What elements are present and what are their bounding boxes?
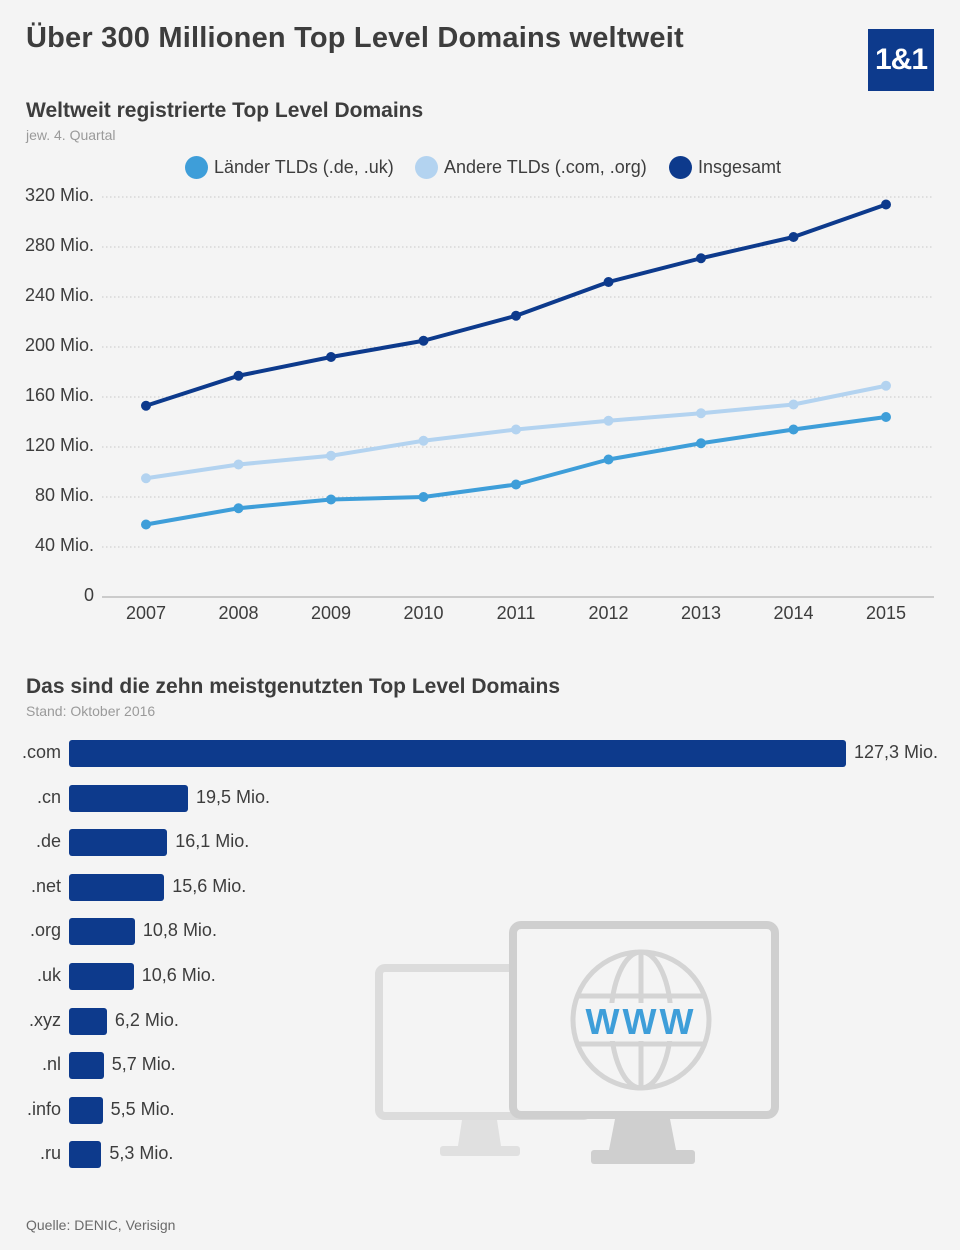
series-line [145, 202, 887, 408]
bar [69, 918, 135, 946]
bar-category-label: .cn [36, 786, 61, 807]
data-point [603, 454, 614, 465]
front-monitor-stand-icon [609, 1119, 676, 1150]
data-point [141, 519, 151, 530]
data-point [788, 399, 799, 410]
x-tick-label: 2012 [588, 603, 629, 623]
bar-value-label: 127,3 Mio. [854, 742, 939, 762]
data-point [326, 494, 336, 505]
data-point [511, 479, 521, 490]
legend-label: Andere TLDs (.com, .org) [444, 156, 647, 177]
bar-value-label: 19,5 Mio. [196, 786, 271, 807]
x-tick-label: 2007 [125, 603, 167, 623]
bar-category-label: .org [29, 920, 61, 941]
bar-category-label: .info [26, 1098, 61, 1119]
y-tick-label: 120 Mio. [24, 435, 94, 455]
data-point [603, 277, 614, 287]
bar-category-label: .com [21, 742, 61, 762]
y-tick-label: 200 Mio. [24, 335, 94, 355]
line-chart-subtitle: jew. 4. Quartal [26, 127, 116, 143]
bar [69, 784, 189, 812]
front-monitor-base-icon [591, 1150, 695, 1164]
legend-item: Andere TLDs (.com, .org) [415, 155, 647, 179]
back-monitor-base-icon [440, 1146, 520, 1156]
data-point [788, 232, 799, 242]
data-point [696, 438, 706, 449]
bar [69, 1141, 102, 1169]
legend-swatch [669, 155, 692, 179]
y-tick-label: 40 Mio. [34, 535, 94, 555]
data-point [141, 400, 151, 411]
data-point [696, 408, 706, 419]
bar-category-label: .ru [39, 1143, 61, 1164]
bar [69, 873, 165, 901]
bar [69, 740, 846, 767]
www-label: WWW [585, 1001, 697, 1042]
line-chart [102, 196, 934, 598]
bar [69, 1096, 103, 1124]
legend-item: Länder TLDs (.de, .uk) [185, 155, 394, 179]
y-tick-label: 80 Mio. [34, 485, 94, 505]
legend-swatch [185, 155, 208, 179]
x-tick-label: 2010 [403, 603, 444, 623]
bar-category-label: .nl [41, 1054, 61, 1075]
data-point [881, 380, 891, 391]
data-point [233, 370, 244, 381]
x-tick-label: 2011 [496, 603, 536, 623]
data-point [326, 450, 336, 461]
data-point [696, 253, 706, 264]
back-monitor-stand-icon [458, 1120, 501, 1146]
y-tick-label: 0 [83, 585, 94, 605]
data-point [881, 199, 891, 210]
bar-category-label: .de [35, 831, 61, 852]
page-title: Über 300 Millionen Top Level Domains wel… [26, 22, 684, 54]
x-tick-label: 2013 [680, 603, 722, 623]
back-monitor-icon [375, 964, 593, 1120]
data-point [233, 459, 244, 470]
data-point [233, 503, 244, 514]
y-tick-label: 240 Mio. [24, 285, 94, 305]
data-point [511, 424, 521, 435]
bar-value-label: 15,6 Mio. [172, 875, 247, 896]
x-tick-label: 2015 [865, 603, 907, 623]
bar [69, 1007, 107, 1035]
y-tick-label: 280 Mio. [24, 235, 94, 255]
x-tick-label: 2014 [773, 603, 814, 623]
data-point [418, 435, 429, 446]
bar-category-label: .xyz [28, 1009, 61, 1030]
bar-category-label: .uk [36, 965, 61, 985]
data-point [418, 335, 429, 346]
data-point [418, 492, 429, 502]
x-tick-label: 2009 [310, 603, 352, 623]
legend-swatch [415, 155, 438, 179]
bar-value-label: 5,7 Mio. [111, 1054, 176, 1075]
brand-logo: 1&1 [868, 29, 934, 91]
source-note: Quelle: DENIC, Verisign [26, 1217, 176, 1233]
x-tick-label: 2008 [218, 603, 259, 623]
y-tick-label: 160 Mio. [24, 385, 94, 405]
bar-category-label: .net [30, 875, 61, 896]
bar [69, 829, 168, 857]
bar-value-label: 6,2 Mio. [114, 1009, 179, 1030]
bar [69, 963, 134, 990]
bar-value-label: 10,6 Mio. [141, 965, 216, 985]
data-point [603, 415, 614, 426]
legend-label: Insgesamt [698, 156, 782, 177]
bar-value-label: 5,5 Mio. [110, 1098, 175, 1119]
data-point [881, 412, 891, 422]
legend-item: Insgesamt [669, 155, 781, 179]
data-point [511, 310, 521, 321]
bar-value-label: 16,1 Mio. [175, 831, 250, 852]
bar-value-label: 5,3 Mio. [109, 1143, 174, 1164]
data-point [141, 473, 151, 484]
line-chart-title: Weltweit registrierte Top Level Domains [26, 99, 424, 122]
bar-value-label: 10,8 Mio. [142, 920, 217, 941]
data-point [788, 424, 799, 435]
data-point [326, 352, 336, 362]
bar [69, 1052, 104, 1080]
legend-label: Länder TLDs (.de, .uk) [214, 156, 394, 177]
bar-chart-subtitle: Stand: Oktober 2016 [26, 703, 156, 719]
y-tick-label: 320 Mio. [24, 185, 94, 205]
bar-chart-title: Das sind die zehn meistgenutzten Top Lev… [26, 675, 561, 698]
